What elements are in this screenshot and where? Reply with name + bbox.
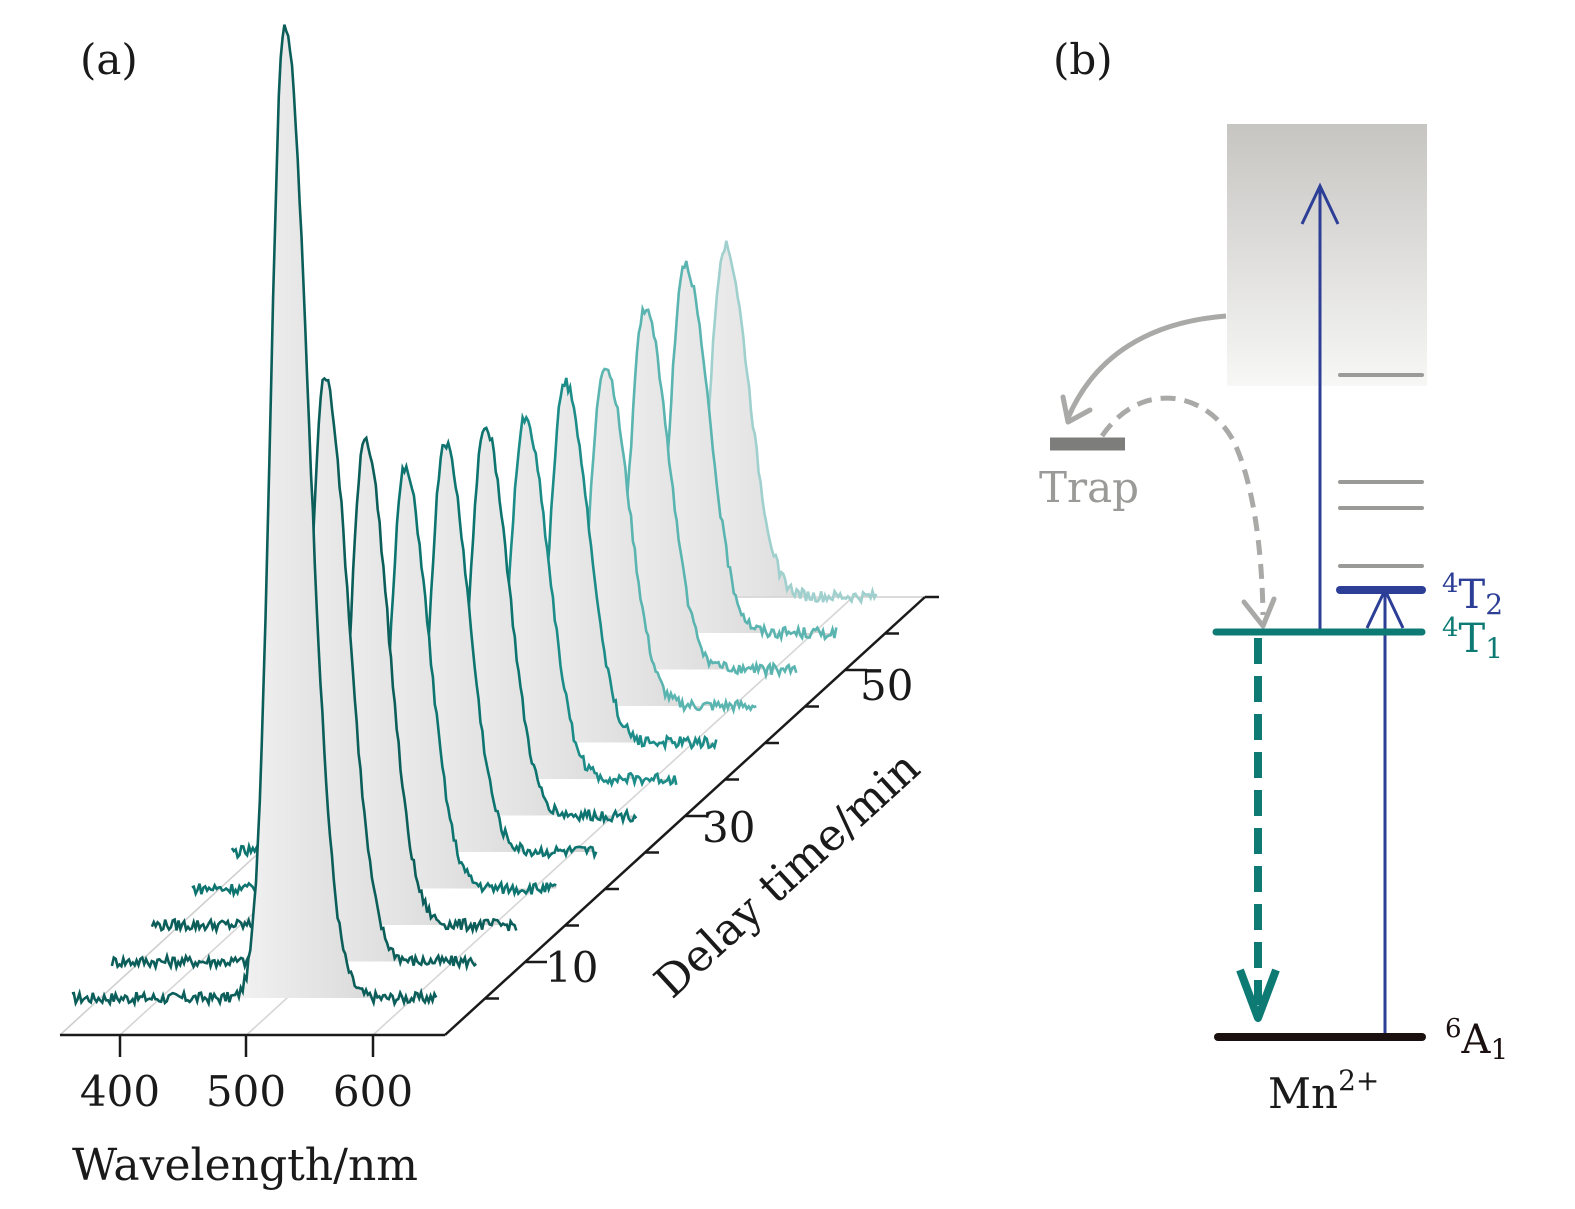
level-label-4T1-sup: 4 <box>1442 613 1459 643</box>
panel-a: (a) 400 500 600 Wavelength/nm 10 30 50 D… <box>59 24 939 1191</box>
release-arrow-head <box>1241 596 1277 629</box>
trapping-arrow-head <box>1060 394 1093 425</box>
delay-tick-label-10: 10 <box>545 943 598 992</box>
excitation-arrow-to-band-head <box>1300 182 1340 225</box>
x-axis-title: Wavelength/nm <box>72 1140 418 1191</box>
conduction-band <box>1227 124 1427 386</box>
delay-axis-title: Delay time/min <box>645 742 930 1008</box>
level-label-4T1: 4T1 <box>1442 613 1503 665</box>
level-label-4T1-main: T <box>1459 616 1486 662</box>
release-arrow <box>1099 395 1266 616</box>
delay-ticks <box>485 595 939 1000</box>
spectrum-line <box>71 24 438 1008</box>
x-tick-label-400: 400 <box>80 1067 160 1116</box>
level-label-6A1-sup: 6 <box>1445 1014 1462 1044</box>
delay-tick-label-50: 50 <box>860 661 913 710</box>
level-label-4T2-sup: 4 <box>1442 569 1459 599</box>
level-label-4T1-sub: 1 <box>1485 632 1503 665</box>
wavelength-ticks <box>118 1035 375 1057</box>
level-label-6A1-sub: 1 <box>1490 1033 1508 1066</box>
x-tick-label-500: 500 <box>206 1067 286 1116</box>
delay-tick-label-30: 30 <box>702 803 755 852</box>
spectra-group <box>71 24 878 1008</box>
defect-levels <box>1338 373 1424 568</box>
x-tick-label-600: 600 <box>333 1067 413 1116</box>
level-label-4T2: 4T2 <box>1442 569 1503 621</box>
level-label-6A1-main: A <box>1461 1017 1492 1063</box>
level-label-4T2-sub: 2 <box>1485 588 1503 621</box>
level-label-6A1: 6A1 <box>1445 1014 1508 1066</box>
level-label-4T2-main: T <box>1459 572 1486 618</box>
panel-b-label: (b) <box>1053 35 1113 84</box>
panel-b: (b) Trap 4T2 <box>1039 35 1508 1118</box>
ion-label: Mn2+ <box>1268 1064 1379 1118</box>
emission-arrow-head <box>1236 968 1280 1022</box>
panel-a-label: (a) <box>80 35 138 84</box>
ion-label-main: Mn <box>1268 1069 1338 1118</box>
trapping-arrow <box>1065 313 1227 419</box>
ion-label-charge: 2+ <box>1338 1064 1379 1097</box>
trap-label: Trap <box>1039 463 1139 512</box>
